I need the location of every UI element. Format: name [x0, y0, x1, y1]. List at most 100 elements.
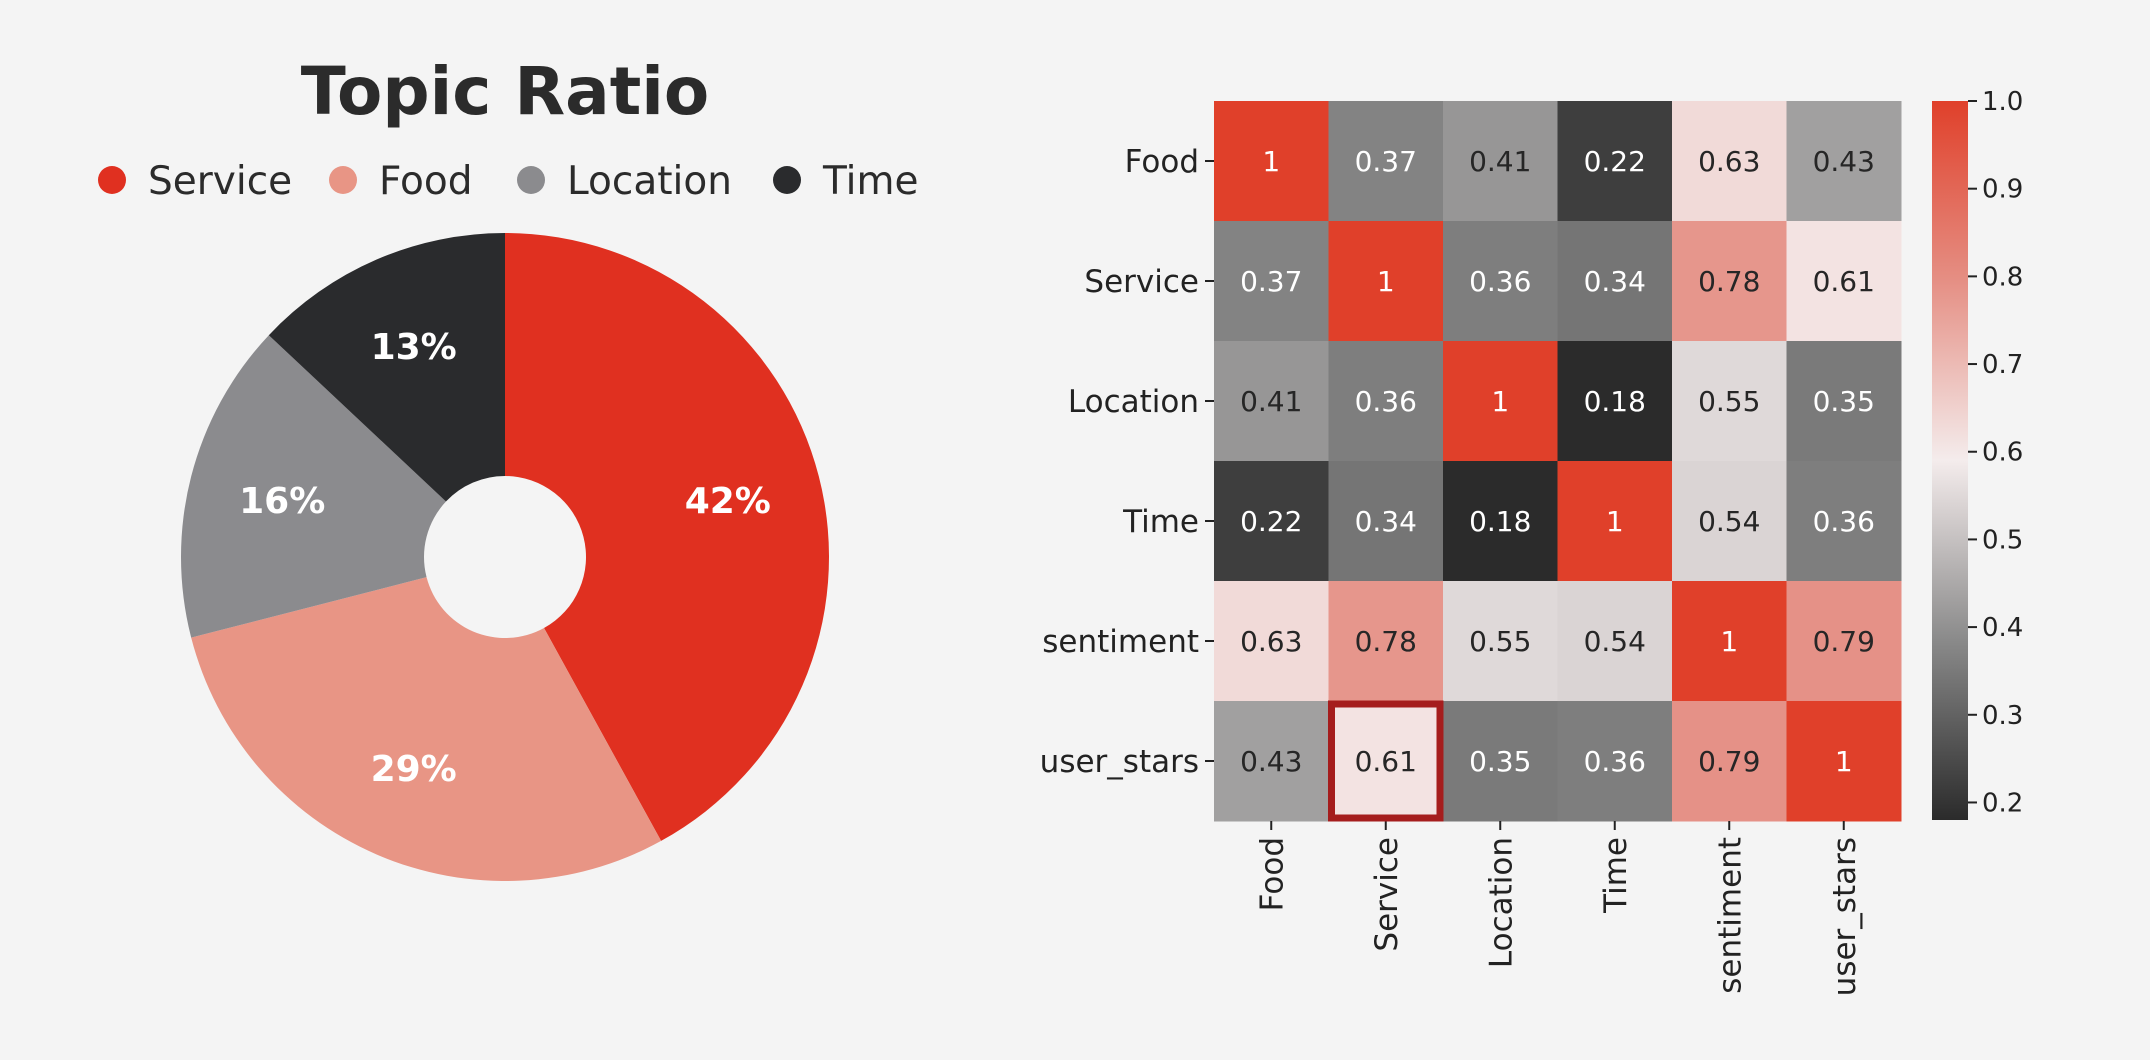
colorbar-tick-label: 0.3 — [1982, 701, 2023, 731]
heatmap-cell-label: 0.54 — [1698, 505, 1760, 538]
heatmap-cell — [1786, 341, 1902, 462]
heatmap-cell — [1328, 101, 1444, 222]
heatmap-row-ticks: Food Service Location Time sentiment user_sta… — [1040, 144, 1214, 780]
heatmap-cell — [1214, 701, 1329, 822]
legend-item-service: Service — [98, 159, 292, 204]
heatmap-cell-label: 0.79 — [1698, 745, 1760, 778]
donut-slices — [181, 233, 830, 881]
heatmap-cell — [1214, 461, 1329, 582]
legend-item-location: Location — [517, 159, 732, 204]
colorbar-scale — [1932, 101, 1968, 820]
legend-swatch — [773, 166, 801, 194]
heatmap-cell-label: 0.79 — [1813, 625, 1875, 658]
donut-slice-time — [268, 233, 505, 502]
heatmap-cell — [1328, 581, 1444, 702]
heatmap-cell-label: 0.36 — [1355, 385, 1417, 418]
heatmap-cell — [1557, 701, 1673, 822]
highlight-box — [1328, 700, 1444, 822]
row-tick-label: user_stars — [1040, 744, 1199, 780]
heatmap-cell — [1672, 341, 1787, 462]
heatmap-cell-label: 0.34 — [1355, 505, 1417, 538]
colorbar-tick-label: 0.9 — [1982, 175, 2023, 205]
heatmap-cell — [1443, 221, 1558, 342]
colorbar-tick-label: 1.0 — [1982, 87, 2023, 117]
legend-item-time: Time — [773, 159, 918, 204]
heatmap-cell — [1672, 221, 1787, 342]
heatmap-cell — [1214, 581, 1329, 702]
heatmap-cell — [1443, 581, 1558, 702]
heatmap-cell — [1786, 581, 1902, 702]
heatmap-cell-label: 0.35 — [1469, 745, 1531, 778]
column-tick-label: Location — [1483, 837, 1519, 968]
slice-label-time: 13% — [371, 327, 457, 368]
heatmap-cell — [1328, 701, 1444, 822]
row-tick-label: Service — [1084, 264, 1199, 300]
heatmap-cell — [1786, 221, 1902, 342]
heatmap-cell-label: 0.22 — [1240, 505, 1302, 538]
colorbar-tick-label: 0.4 — [1982, 613, 2023, 643]
heatmap-cell-label: 0.55 — [1469, 625, 1531, 658]
heatmap-cell — [1557, 101, 1673, 222]
legend-swatch — [98, 166, 126, 194]
heatmap-cell-label: 0.37 — [1355, 145, 1417, 178]
heatmap-cells — [1214, 101, 1902, 822]
heatmap-cell — [1557, 461, 1673, 582]
heatmap-cell-label: 1 — [1720, 625, 1738, 658]
row-tick-label: sentiment — [1042, 624, 1199, 660]
heatmap-cell — [1557, 581, 1673, 702]
legend-swatch — [517, 166, 545, 194]
donut-labels: 42% 29% 16% 13% — [239, 327, 771, 790]
heatmap-cell-label: 0.22 — [1584, 145, 1646, 178]
heatmap-cell — [1557, 221, 1673, 342]
heatmap-cell-label: 0.78 — [1698, 265, 1760, 298]
heatmap-cell — [1328, 461, 1444, 582]
heatmap-cell-label: 1 — [1262, 145, 1280, 178]
heatmap-cell-label: 0.36 — [1469, 265, 1531, 298]
column-tick-label: Service — [1369, 837, 1405, 952]
heatmap-cell-label: 0.43 — [1813, 145, 1875, 178]
heatmap-cell — [1328, 341, 1444, 462]
column-tick-label: user_stars — [1827, 837, 1863, 996]
donut-slice-location — [181, 335, 446, 638]
heatmap-cell-label: 0.41 — [1240, 385, 1302, 418]
colorbar-tick-label: 0.5 — [1982, 525, 2023, 555]
slice-label-service: 42% — [685, 481, 771, 522]
heatmap-cell-label: 1 — [1491, 385, 1509, 418]
heatmap-column-ticks: Food Service Location Time sentiment user_sta… — [1254, 821, 1863, 996]
heatmap-cell — [1443, 701, 1558, 822]
colorbar-tick-label: 0.2 — [1982, 788, 2023, 818]
heatmap-cell-labels: 1 0.37 0.41 0.22 0.63 0.43 0.37 1 0.36 0.34 0.78 0.… — [1240, 145, 1875, 778]
heatmap-cell-label: 0.55 — [1698, 385, 1760, 418]
slice-label-location: 16% — [239, 481, 325, 522]
legend-label: Service — [148, 159, 292, 204]
heatmap-cell-label: 0.63 — [1698, 145, 1760, 178]
heatmap-cell — [1214, 341, 1329, 462]
heatmap-cell-label: 1 — [1377, 265, 1395, 298]
row-tick-label: Time — [1122, 504, 1199, 540]
legend-label: Food — [379, 159, 473, 204]
legend-swatch — [329, 166, 357, 194]
heatmap-cell-label: 0.54 — [1584, 625, 1646, 658]
heatmap-cell-label: 0.36 — [1584, 745, 1646, 778]
column-tick-label: Time — [1598, 837, 1634, 914]
heatmap-cell — [1672, 461, 1787, 582]
heatmap-cell-label: 1 — [1606, 505, 1624, 538]
heatmap-cell-label: 0.78 — [1355, 625, 1417, 658]
donut-chart: Topic Ratio Service Food Location Time 42% 2… — [98, 53, 918, 881]
heatmap-cell — [1443, 101, 1558, 222]
donut-slice-service — [505, 233, 830, 841]
heatmap-cell — [1672, 101, 1787, 222]
slice-label-food: 29% — [371, 749, 457, 790]
heatmap-cell — [1557, 341, 1673, 462]
heatmap-cell — [1214, 221, 1329, 342]
heatmap-cell — [1443, 461, 1558, 582]
heatmap-cell — [1786, 701, 1902, 822]
heatmap-cell — [1672, 701, 1787, 822]
heatmap-cell-label: 0.41 — [1469, 145, 1531, 178]
heatmap-cell-label: 0.61 — [1355, 745, 1417, 778]
row-tick-label: Food — [1125, 144, 1199, 180]
legend-item-food: Food — [329, 159, 473, 204]
colorbar-tick-label: 0.6 — [1982, 438, 2023, 468]
legend: Service Food Location Time — [98, 159, 918, 204]
